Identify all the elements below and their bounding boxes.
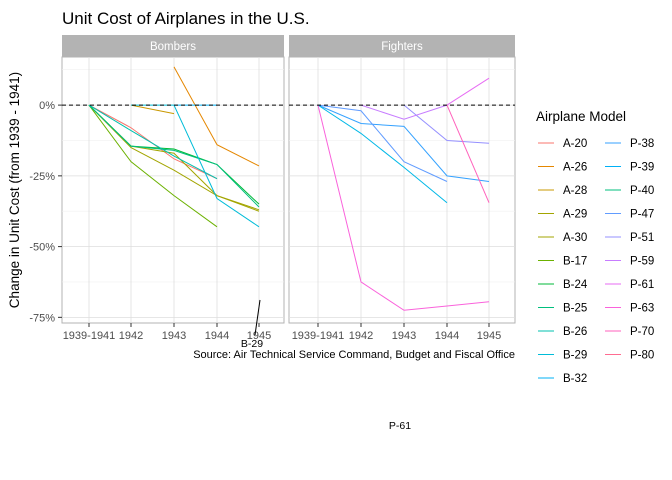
series-line-b-26 — [88, 104, 218, 180]
y-tick-label: 0% — [39, 100, 55, 112]
x-tick-label: 1944 — [435, 330, 459, 342]
grid-fighters — [289, 57, 515, 323]
legend-label-a-30: A-30 — [563, 232, 587, 244]
legend-label-a-26: A-26 — [563, 162, 587, 174]
x-axis: 1939-1941 1942 1943 1944 1945 1939-1941 1942 19… — [63, 323, 501, 342]
series-line-p-40 — [317, 104, 448, 204]
annotation-b29: B-29 — [241, 299, 263, 350]
x-tick-label: 1939-1941 — [292, 330, 345, 342]
series-line-p-61 — [317, 104, 490, 311]
legend-label-p-51: P-51 — [630, 232, 654, 244]
strip-label-fighters: Fighters — [381, 41, 423, 53]
chart-title: Unit Cost of Airplanes in the U.S. — [62, 9, 310, 28]
legend-label-p-70: P-70 — [630, 326, 654, 338]
x-tick-label: 1944 — [205, 330, 229, 342]
series-line-b-17 — [88, 104, 218, 228]
legend-label-p-80: P-80 — [630, 350, 654, 362]
annotation-b29-line — [254, 299, 261, 336]
panel-frame-bombers — [61, 56, 285, 324]
caption: Source: Air Technical Service Command, B… — [193, 349, 515, 361]
series-line-p-38 — [317, 104, 490, 183]
y-axis-title: Change in Unit Cost (from 1939 - 1941) — [7, 72, 22, 308]
legend-label-p-59: P-59 — [630, 256, 654, 268]
x-tick-label: 1939-1941 — [63, 330, 116, 342]
strip-fighters — [289, 35, 515, 57]
legend-label-a-20: A-20 — [563, 138, 587, 150]
y-tick-label: -25% — [29, 171, 55, 183]
series-line-p-63 — [446, 104, 490, 203]
legend-label-p-38: P-38 — [630, 138, 654, 150]
x-tick-label: 1945 — [247, 330, 271, 342]
x-tick-label: 1942 — [349, 330, 373, 342]
series-group-bombers — [62, 66, 284, 228]
series-line-b-25 — [88, 104, 260, 208]
legend-label-b-29: B-29 — [563, 350, 587, 362]
series-line-a-28 — [130, 104, 175, 115]
legend-label-p-61: P-61 — [630, 279, 654, 291]
legend-label-p-63: P-63 — [630, 303, 654, 315]
legend-label-b-17: B-17 — [563, 256, 587, 268]
x-tick-label: 1943 — [162, 330, 186, 342]
series-group-fighters — [289, 77, 515, 311]
grid-bombers — [62, 57, 284, 323]
legend-label-a-28: A-28 — [563, 185, 587, 197]
series-line-p-39 — [317, 104, 448, 182]
x-tick-label: 1943 — [392, 330, 416, 342]
strip-label-bombers: Bombers — [150, 41, 196, 53]
legend-label-b-25: B-25 — [563, 303, 587, 315]
legend-label-b-24: B-24 — [563, 279, 588, 291]
annotation-p61-label: P-61 — [389, 420, 411, 432]
series-line-b-29 — [131, 104, 260, 228]
panel-bombers: Bombers — [61, 35, 285, 324]
legend-label-p-47: P-47 — [630, 209, 654, 221]
strip-bombers — [62, 35, 284, 57]
legend-label-b-26: B-26 — [563, 326, 587, 338]
y-tick-label: -75% — [29, 312, 55, 324]
panel-fighters: Fighters — [288, 35, 516, 324]
legend-label-b-32: B-32 — [563, 373, 587, 385]
legend-label-a-29: A-29 — [563, 209, 587, 221]
legend-items: A-20 A-26 A-28 A-29 A-30 B-17 B-24 B-25 B-26 B-29… — [538, 138, 654, 385]
series-line-a-26 — [173, 66, 260, 167]
panel-frame-fighters — [288, 56, 516, 324]
annotation-b29-label: B-29 — [241, 338, 263, 350]
legend-title: Airplane Model — [536, 109, 626, 124]
y-tick-label: -50% — [29, 242, 55, 254]
y-axis: 0% -25% -50% -75% — [29, 100, 62, 324]
x-tick-label: 1945 — [477, 330, 501, 342]
series-line-p-47 — [403, 104, 490, 144]
legend-label-p-40: P-40 — [630, 185, 654, 197]
legend: Airplane Model A-20 A-26 A-28 A-29 A-30 B-17 B… — [536, 109, 654, 385]
x-tick-label: 1942 — [119, 330, 143, 342]
series-line-p-59 — [446, 77, 490, 106]
legend-label-p-39: P-39 — [630, 162, 654, 174]
series-line-p-51 — [360, 104, 448, 120]
